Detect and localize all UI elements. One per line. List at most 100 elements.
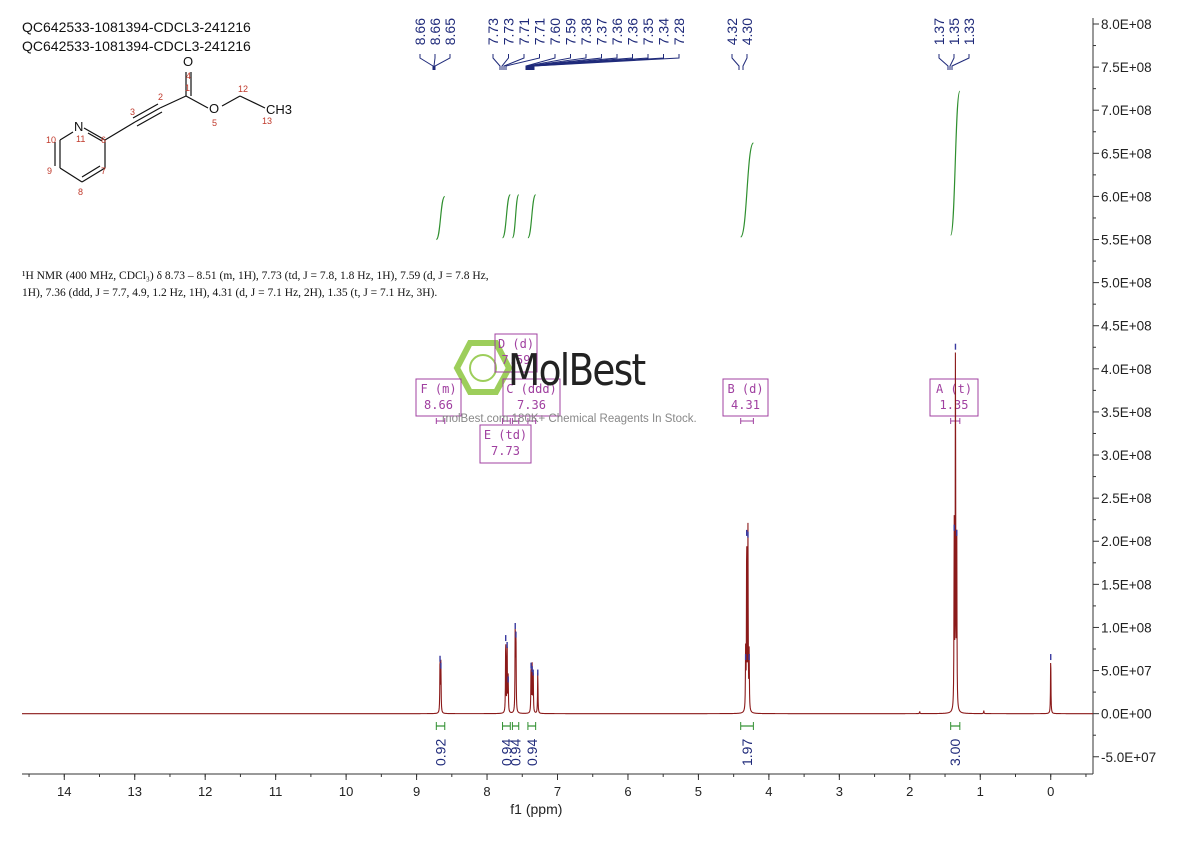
multiplet-label: C (ddd) bbox=[506, 382, 557, 396]
integral-value: 1.97 bbox=[739, 739, 755, 766]
peak-label-connector bbox=[526, 54, 571, 70]
atom-label-carbonyl-o: O bbox=[183, 54, 193, 69]
peak-label-connector bbox=[938, 54, 949, 70]
atom-label-ch3: CH3 bbox=[266, 102, 292, 117]
y-tick-label: 3.5E+08 bbox=[1101, 405, 1152, 420]
peak-label-group: 7.28 bbox=[671, 18, 687, 45]
peak-label-connector bbox=[531, 54, 649, 70]
peak-label-group: 7.60 bbox=[547, 18, 563, 45]
peak-label-connector bbox=[530, 54, 633, 70]
peak-label-b: 4.30 bbox=[739, 18, 755, 45]
y-tick-label: 5.0E+07 bbox=[1101, 664, 1152, 679]
peak-label-group: 7.36 bbox=[625, 18, 641, 45]
integral-curve bbox=[501, 194, 511, 239]
nmr-description: ¹H NMR (400 MHz, CDCl₃) δ 8.73 – 8.51 (m… bbox=[22, 268, 622, 302]
peak-label-connector bbox=[533, 54, 680, 70]
y-tick-label: 7.5E+08 bbox=[1101, 60, 1152, 75]
watermark-logo-icon bbox=[453, 340, 513, 395]
nmr-description-line-2: 1H), 7.36 (ddd, J = 7.7, 4.9, 1.2 Hz, 1H… bbox=[22, 287, 438, 299]
atom-label-n: N bbox=[74, 119, 83, 134]
integral-value: 0.94 bbox=[524, 739, 540, 766]
integral-value: 0.94 bbox=[508, 739, 524, 766]
integral-value: 0.94 bbox=[498, 739, 514, 766]
peak-label-connector bbox=[503, 54, 525, 70]
peak-label-group: 7.59 bbox=[563, 18, 579, 45]
atom-number-10: 10 bbox=[46, 135, 56, 145]
atom-number-1: 1 bbox=[185, 83, 190, 93]
peak-label-connector bbox=[505, 54, 540, 70]
peak-label-a: 1.33 bbox=[961, 18, 977, 45]
peak-label-f: 8.66 bbox=[427, 18, 443, 45]
y-tick-label: 4.0E+08 bbox=[1101, 362, 1152, 377]
atom-number-8: 8 bbox=[78, 187, 83, 197]
x-axis-label: f1 (ppm) bbox=[510, 801, 562, 817]
multiplet-annotations: F (m) 8.66 D (d) 7.59 C (ddd) 7.36 E (td) 7.73 B… bbox=[415, 333, 979, 464]
atom-number-6: 6 bbox=[101, 135, 106, 145]
y-tick-label: 8.0E+08 bbox=[1101, 17, 1152, 32]
y-tick-label: 5.5E+08 bbox=[1101, 233, 1152, 248]
integral-value: 3.00 bbox=[947, 739, 963, 766]
multiplet-label: D (d) bbox=[498, 337, 534, 351]
x-tick-label: 9 bbox=[413, 784, 420, 799]
peak-label-connector bbox=[433, 54, 436, 70]
spectrum-title-line-1: QC642533-1081394-CDCL3-241216 bbox=[22, 19, 251, 35]
multiplet-box bbox=[415, 378, 462, 417]
peak-label-connector bbox=[419, 54, 434, 70]
y-tick-label: 6.0E+08 bbox=[1101, 189, 1152, 204]
multiplet-shift: 7.59 bbox=[502, 353, 531, 367]
multiplet-shift: 7.36 bbox=[517, 398, 546, 412]
peak-label-f: 8.66 bbox=[412, 18, 428, 45]
spectrum-title-line-2: QC642533-1081394-CDCL3-241216 bbox=[22, 38, 251, 54]
y-tick-label: -5.0E+07 bbox=[1101, 750, 1156, 765]
peak-label-group: 7.36 bbox=[609, 18, 625, 45]
peak-label-connector bbox=[529, 54, 618, 70]
watermark-tagline: molBest.com 180K+ Chemical Reagents In S… bbox=[442, 413, 697, 425]
peak-label-f: 8.65 bbox=[442, 18, 458, 45]
atom-number-2: 2 bbox=[158, 92, 163, 102]
multiplet-shift: 1.35 bbox=[940, 398, 969, 412]
atom-number-7: 7 bbox=[101, 166, 106, 176]
peak-label-connector bbox=[951, 54, 970, 70]
spectrum-line bbox=[22, 352, 1093, 715]
x-tick-label: 0 bbox=[1047, 784, 1054, 799]
integral-value: 0.92 bbox=[433, 739, 449, 766]
chart-axes: 14 13 12 11 10 9 8 7 6 5 4 3 2 1 0f1 (ppm)8.0E+087.5E+… bbox=[22, 17, 1156, 817]
peak-label-group: 7.37 bbox=[594, 18, 610, 45]
y-tick-label: 2.5E+08 bbox=[1101, 491, 1152, 506]
multiplet-box bbox=[502, 378, 561, 417]
atom-number-9: 9 bbox=[47, 166, 52, 176]
nmr-description-line-1: ¹H NMR (400 MHz, CDCl₃) δ 8.73 – 8.51 (m… bbox=[22, 270, 489, 282]
x-tick-label: 1 bbox=[977, 784, 984, 799]
multiplet-shift: 8.66 bbox=[424, 398, 453, 412]
multiplet-shift: 7.73 bbox=[491, 444, 520, 458]
integral-curve bbox=[435, 195, 446, 241]
x-tick-label: 2 bbox=[906, 784, 913, 799]
peak-labels: 8.66 8.66 8.65 7.73 7.73 7.71 7.71 7.60 7.59 7.38… bbox=[412, 18, 977, 70]
integral-curve bbox=[950, 90, 961, 236]
x-tick-label: 5 bbox=[695, 784, 702, 799]
x-tick-label: 11 bbox=[269, 784, 283, 799]
molecule-structure bbox=[54, 72, 266, 183]
x-tick-label: 7 bbox=[554, 784, 561, 799]
peak-label-group: 7.73 bbox=[485, 18, 501, 45]
peak-label-group: 7.73 bbox=[501, 18, 517, 45]
y-tick-label: 7.0E+08 bbox=[1101, 103, 1152, 118]
peak-label-group: 7.71 bbox=[532, 18, 548, 45]
y-tick-label: 1.5E+08 bbox=[1101, 577, 1152, 592]
x-tick-label: 6 bbox=[624, 784, 631, 799]
multiplet-shift: 4.31 bbox=[731, 398, 760, 412]
peak-label-connector bbox=[525, 54, 556, 70]
y-tick-label: 2.0E+08 bbox=[1101, 534, 1152, 549]
molecule-labels: O O N CH3 4 1 2 3 5 12 13 10 11 6 9 7 8 bbox=[46, 54, 292, 197]
atom-number-12: 12 bbox=[238, 84, 248, 94]
peak-label-group: 7.35 bbox=[640, 18, 656, 45]
atom-number-4: 4 bbox=[186, 71, 191, 81]
atom-number-3: 3 bbox=[130, 107, 135, 117]
multiplet-label: B (d) bbox=[727, 382, 763, 396]
atom-number-5: 5 bbox=[212, 118, 217, 128]
integral-curve bbox=[511, 194, 520, 239]
x-tick-label: 13 bbox=[128, 784, 142, 799]
multiplet-label: F (m) bbox=[420, 382, 456, 396]
atom-number-11: 11 bbox=[76, 134, 85, 144]
